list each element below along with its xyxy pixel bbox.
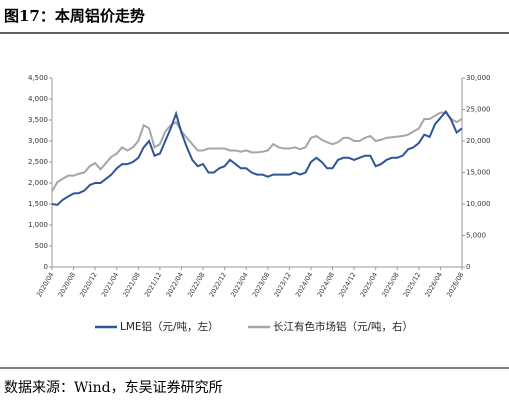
y2-tick-label: 0 <box>466 263 470 271</box>
y2-tick-label: 10,000 <box>466 200 491 208</box>
x-tick-label: 2022/12 <box>208 271 228 298</box>
y2-tick-label: 30,000 <box>466 74 491 82</box>
x-tick-label: 2025/12 <box>402 271 422 298</box>
y-tick-label: 0 <box>44 263 48 271</box>
legend-label: 长江有色市场铝（元/吨，右） <box>273 320 413 333</box>
y-tick-label: 1,500 <box>28 200 48 208</box>
x-tick-label: 2025/08 <box>380 271 400 298</box>
x-tick-label: 2021/08 <box>121 271 141 298</box>
x-tick-label: 2026/08 <box>445 271 465 298</box>
y-tick-label: 4,500 <box>28 74 48 82</box>
x-tick-label: 2023/04 <box>229 271 249 298</box>
y-tick-label: 4,000 <box>28 95 48 103</box>
y-tick-label: 2,000 <box>28 179 48 187</box>
x-tick-label: 2023/08 <box>251 271 271 298</box>
y-tick-label: 3,500 <box>28 116 48 124</box>
x-tick-label: 2022/04 <box>165 271 185 298</box>
x-tick-label: 2023/12 <box>272 271 292 298</box>
y-tick-label: 500 <box>35 242 48 250</box>
y-tick-label: 3,000 <box>28 137 48 145</box>
source: 数据来源：Wind，东吴证券研究所 <box>4 380 223 396</box>
y-tick-label: 2,500 <box>28 158 48 166</box>
x-tick-label: 2022/08 <box>186 271 206 298</box>
y2-tick-label: 20,000 <box>466 137 491 145</box>
y2-tick-label: 25,000 <box>466 106 491 114</box>
x-tick-label: 2021/12 <box>143 271 163 298</box>
legend-label: LME铝（元/吨，左） <box>120 320 219 333</box>
x-tick-label: 2020/12 <box>78 271 98 298</box>
x-tick-label: 2026/04 <box>423 271 443 298</box>
x-tick-label: 2025/04 <box>359 271 379 298</box>
y-tick-label: 1,000 <box>28 221 48 229</box>
x-tick-label: 2024/12 <box>337 271 357 298</box>
x-tick-label: 2024/08 <box>316 271 336 298</box>
x-tick-label: 2020/04 <box>35 271 55 298</box>
y2-tick-label: 5,000 <box>466 232 486 240</box>
y2-tick-label: 15,000 <box>466 169 491 177</box>
x-tick-label: 2020/08 <box>57 271 77 298</box>
series-line <box>51 111 463 192</box>
x-tick-label: 2024/04 <box>294 271 314 298</box>
chart-title: 图17：本周铝价走势 <box>4 7 145 25</box>
x-tick-label: 2021/04 <box>100 271 120 298</box>
series-line <box>51 109 463 206</box>
